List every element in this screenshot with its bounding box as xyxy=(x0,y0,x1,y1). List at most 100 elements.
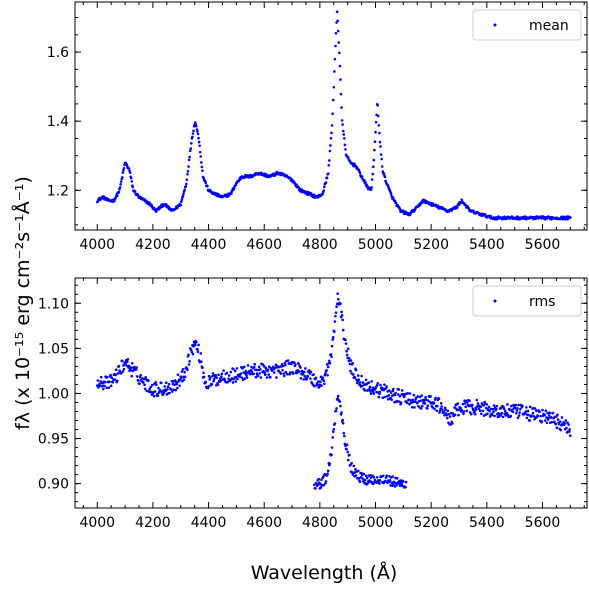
rms-point xyxy=(547,413,551,417)
rms-point xyxy=(531,411,535,415)
rms-point xyxy=(122,364,125,367)
rms-series-1-points xyxy=(313,394,408,490)
mean-point xyxy=(117,190,121,194)
rms-point xyxy=(322,483,326,487)
rms-point xyxy=(319,486,323,489)
mean-legend-label: mean xyxy=(529,18,569,34)
rms-point xyxy=(117,364,121,368)
rms-point xyxy=(397,393,400,396)
mean-point xyxy=(343,143,347,147)
rms-point xyxy=(129,368,132,372)
rms-point xyxy=(420,404,424,408)
rms-point xyxy=(466,401,469,404)
rms-point xyxy=(486,412,489,416)
rms-point xyxy=(178,378,182,382)
rms-point xyxy=(536,414,540,418)
rms-point xyxy=(368,387,371,391)
rms-point xyxy=(299,366,302,369)
mean-point xyxy=(328,149,332,153)
rms-point xyxy=(114,373,117,377)
rms-point xyxy=(230,377,234,380)
rms-point xyxy=(379,383,382,387)
rms-point xyxy=(567,423,570,426)
rms-point xyxy=(515,409,519,412)
rms-point xyxy=(473,410,476,413)
rms-point xyxy=(191,352,195,356)
rms-point xyxy=(385,474,388,478)
rms-point xyxy=(555,426,559,430)
rms-point xyxy=(478,409,482,413)
rms-point xyxy=(154,381,157,384)
rms-point xyxy=(334,409,338,413)
rms-point xyxy=(110,376,114,379)
rms-point xyxy=(222,369,225,372)
rms-point xyxy=(202,371,205,375)
mean-point xyxy=(339,78,342,81)
rms-point xyxy=(356,469,360,473)
rms-point xyxy=(242,365,246,369)
rms-point xyxy=(390,398,393,402)
mean-point xyxy=(198,150,202,154)
mean-point xyxy=(316,196,320,199)
mean-point xyxy=(232,187,236,190)
rms-point xyxy=(364,378,368,382)
rms-point xyxy=(175,382,179,386)
mean-point xyxy=(346,156,350,159)
rms-point xyxy=(441,408,444,411)
mean-point xyxy=(180,200,183,204)
rms-point xyxy=(429,395,432,398)
mean-point xyxy=(119,180,123,183)
rms-point xyxy=(508,408,511,411)
rms-point xyxy=(207,385,210,388)
rms-point xyxy=(178,384,181,387)
rms-point xyxy=(281,368,284,372)
mean-point xyxy=(325,176,329,179)
mean-spectrum-panel: 4000 4200 4400 4600 4800 5000 5200 5400 5600 1.2 1… xyxy=(47,1,588,253)
rms-point xyxy=(103,380,107,384)
rms-point xyxy=(328,462,332,466)
rms-point xyxy=(125,364,129,368)
mean-point xyxy=(185,178,189,182)
mean-point xyxy=(322,189,326,192)
mean-point xyxy=(332,85,336,89)
rms-legend-marker xyxy=(493,299,497,303)
rms-point xyxy=(378,482,381,485)
rms-point xyxy=(193,343,197,347)
rms-point xyxy=(275,376,278,379)
mean-point xyxy=(201,169,204,172)
rms-point xyxy=(445,413,449,417)
rms-point xyxy=(389,391,393,394)
rms-point xyxy=(419,407,423,410)
mean-point xyxy=(192,129,195,133)
mean-point xyxy=(338,51,341,55)
rms-point xyxy=(258,372,262,375)
rms-point xyxy=(279,372,283,375)
mean-point xyxy=(180,198,184,202)
rms-point xyxy=(462,412,465,416)
rms-point xyxy=(199,352,203,355)
mean-point xyxy=(116,194,119,198)
rms-point xyxy=(282,372,286,376)
rms-point xyxy=(468,399,471,403)
rms-point xyxy=(403,394,406,398)
mean-point xyxy=(378,140,382,144)
mean-point xyxy=(379,153,383,156)
rms-point xyxy=(372,475,376,479)
rms-point xyxy=(565,426,568,430)
rms-point xyxy=(517,414,521,417)
mean-point xyxy=(329,137,333,140)
rms-y-tick-label: 0.95 xyxy=(38,432,69,448)
rms-point xyxy=(366,482,370,485)
mean-point xyxy=(374,120,378,124)
mean-point xyxy=(360,175,364,178)
rms-point xyxy=(351,373,355,376)
rms-point xyxy=(390,481,393,484)
mean-point xyxy=(339,92,343,96)
rms-point xyxy=(400,484,404,488)
rms-point xyxy=(326,365,330,369)
rms-point xyxy=(398,482,401,485)
mean-point xyxy=(489,214,493,218)
rms-point xyxy=(309,370,313,374)
mean-point xyxy=(326,172,330,175)
rms-point xyxy=(392,387,395,391)
